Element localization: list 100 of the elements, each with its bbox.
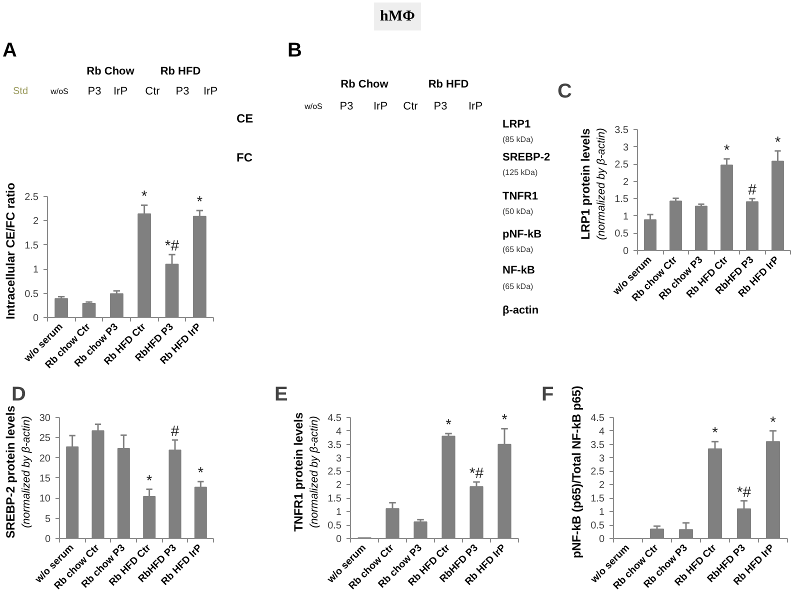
text: Rb Chow	[86, 66, 135, 78]
y-tick-label: 3	[336, 453, 342, 464]
y-tick-label: 4.5	[590, 412, 605, 424]
y-tick-label: 0	[44, 534, 51, 545]
text: pNF-kB	[502, 228, 542, 240]
annotation: *#	[736, 484, 752, 501]
text: (50 kDa)	[502, 207, 534, 216]
y-tick-label: 2.5	[24, 192, 39, 203]
y-tick-label: 1	[598, 507, 605, 518]
annotation: *	[198, 464, 204, 482]
y-tick-label: 1	[32, 264, 39, 276]
text: SREBP-2	[502, 152, 550, 164]
y-axis-title: Intracellular CE/FC ratio	[4, 182, 18, 320]
y-tick-label: 1	[622, 211, 629, 222]
y-tick-label: 1.5	[328, 494, 342, 505]
y-tick-label: 4.5	[328, 412, 342, 424]
y-tick-label: 2	[336, 480, 342, 492]
text: B	[288, 40, 302, 62]
annotation: *	[502, 412, 508, 429]
text: (65 kDa)	[502, 245, 534, 254]
y-axis-title: LRP1 protein levels	[578, 128, 592, 240]
y-tick-label: 2.5	[590, 466, 605, 478]
y-tick-label: 4	[598, 426, 605, 438]
text: P3	[340, 100, 354, 112]
text: w/oS	[304, 102, 322, 111]
y-tick-label: 0.5	[328, 520, 342, 532]
annotation: *	[724, 142, 730, 159]
y-tick-label: 1.5	[590, 494, 605, 505]
y-tick-label: 0	[622, 246, 629, 257]
y-tick-label: 0.5	[590, 520, 605, 532]
y-tick-label: 2.5	[328, 466, 342, 478]
y-tick-label: 3.5	[590, 440, 605, 451]
text: Ctr	[145, 86, 160, 98]
text: IrP	[373, 100, 388, 112]
y-tick-label: 2	[622, 176, 629, 188]
annotation: #	[170, 423, 180, 440]
text: hMΦ	[380, 8, 415, 24]
y-tick-label: 30	[39, 412, 51, 424]
y-tick-label: 20	[39, 453, 51, 464]
text: IrP	[203, 86, 218, 98]
text: P3	[88, 86, 102, 98]
text: Rb HFD	[160, 66, 201, 78]
y-axis-title: pNF-kB (p65)/Total NF-kB p65)	[570, 386, 584, 558]
text: (65 kDa)	[502, 282, 534, 291]
text: P3	[176, 86, 190, 98]
text: CE	[236, 112, 254, 126]
text: A	[2, 40, 17, 62]
annotation: *	[770, 414, 776, 431]
text: Rb HFD	[428, 78, 469, 90]
text: LRP1	[502, 118, 531, 130]
y-tick-label: 0	[32, 313, 39, 324]
chart-title: C	[558, 80, 572, 102]
y-tick-label: 0	[598, 534, 605, 545]
text: TNFR1	[502, 190, 538, 202]
y-tick-label: 3	[622, 142, 629, 154]
chart-title: E	[274, 384, 288, 406]
text: NF-kB	[502, 264, 535, 276]
y-tick-label: 3.5	[328, 440, 342, 451]
y-tick-label: 3.5	[614, 125, 629, 136]
annotation: *	[141, 188, 148, 206]
annotation: *	[146, 472, 152, 490]
annotation: *	[774, 134, 781, 151]
chart-title: D	[12, 384, 26, 406]
y-axis-title: TNFR1 protein levels	[292, 412, 306, 532]
text: β-actin	[502, 304, 539, 316]
y-tick-label: 2	[32, 216, 39, 228]
annotation: *	[446, 416, 452, 434]
text: IrP	[113, 86, 128, 98]
text: (normalized by β-actin)	[20, 416, 32, 528]
text: Ctr	[403, 100, 418, 112]
text: FC	[236, 150, 253, 164]
text: (85 kDa)	[502, 135, 534, 144]
chart-title: F	[542, 384, 554, 406]
y-tick-label: 0	[336, 534, 342, 545]
y-tick-label: 3	[598, 453, 605, 464]
y-axis-title: SREBP-2 protein levels	[4, 405, 18, 538]
text: w/oS	[50, 87, 68, 96]
text: IrP	[468, 100, 483, 112]
y-tick-label: 1	[336, 507, 342, 518]
text: Std	[12, 86, 28, 97]
y-tick-label: 25	[39, 433, 51, 444]
annotation: *#	[164, 238, 180, 255]
text: (125 kDa)	[502, 168, 538, 177]
y-tick-label: 2	[598, 480, 605, 492]
y-tick-label: 2.5	[614, 160, 629, 171]
y-tick-label: 5	[44, 514, 51, 525]
y-tick-label: 4	[336, 426, 342, 438]
annotation: *	[196, 194, 203, 211]
annotation: *	[712, 424, 718, 442]
y-tick-label: 10	[39, 494, 51, 505]
annotation: *#	[469, 464, 484, 482]
text: Rb Chow	[340, 78, 389, 90]
text: (normalized by β-actin)	[308, 416, 321, 528]
text: (normalized by β-actin)	[596, 128, 608, 240]
text: P3	[434, 100, 448, 112]
annotation: #	[748, 182, 758, 199]
y-tick-label: 15	[39, 473, 51, 484]
y-tick-label: 1.5	[614, 194, 629, 206]
y-tick-label: 0.5	[24, 288, 39, 300]
y-tick-label: 0.5	[614, 228, 629, 240]
